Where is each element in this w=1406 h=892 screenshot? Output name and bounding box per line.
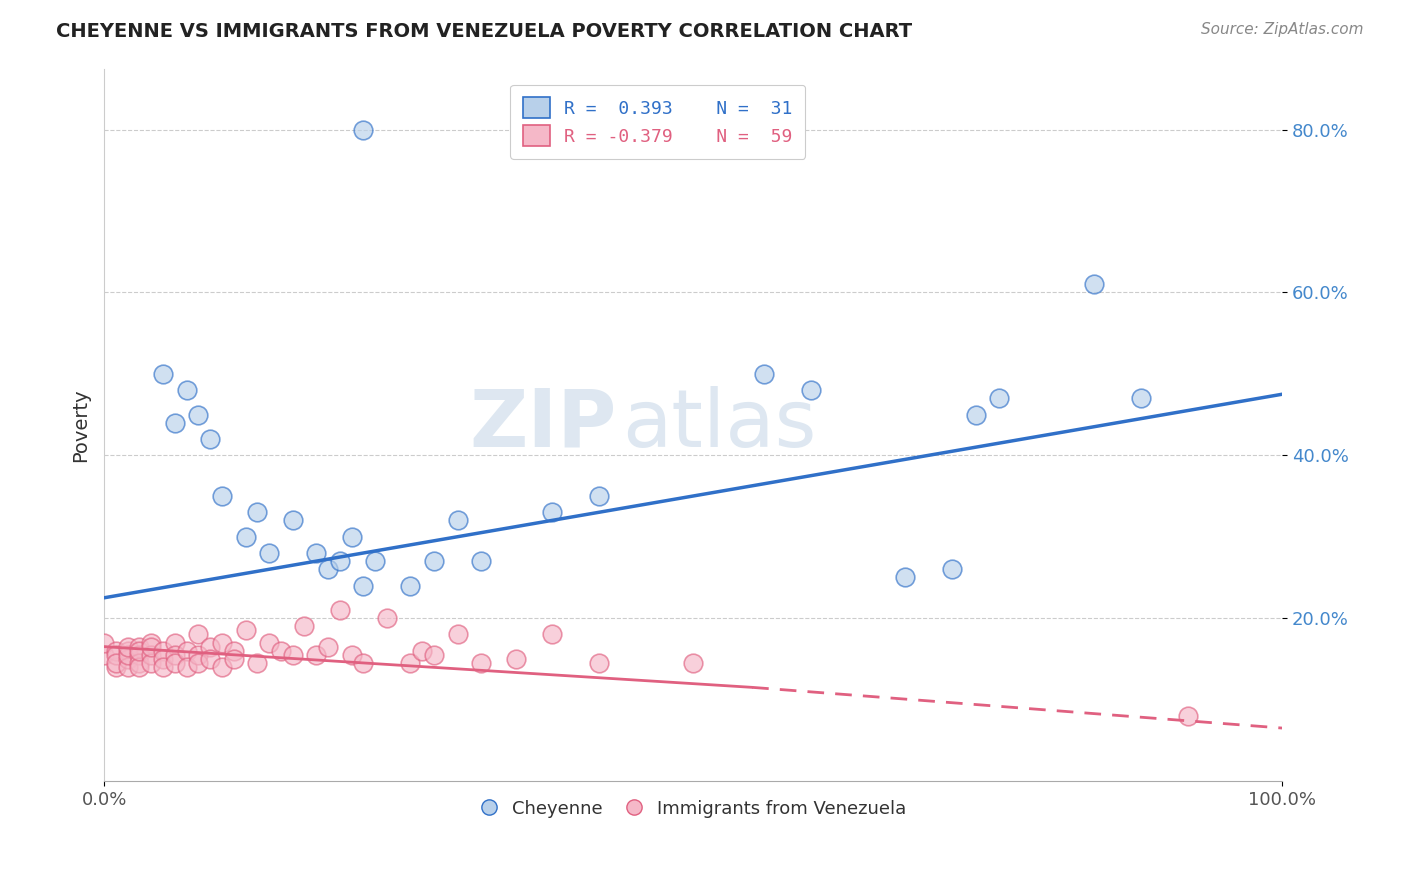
Y-axis label: Poverty: Poverty bbox=[72, 388, 90, 461]
Point bbox=[281, 648, 304, 662]
Text: Source: ZipAtlas.com: Source: ZipAtlas.com bbox=[1201, 22, 1364, 37]
Point bbox=[222, 652, 245, 666]
Point bbox=[128, 656, 150, 670]
Point bbox=[211, 489, 233, 503]
Point bbox=[104, 643, 127, 657]
Point bbox=[141, 640, 163, 654]
Point bbox=[128, 648, 150, 662]
Point bbox=[163, 648, 186, 662]
Point bbox=[588, 489, 610, 503]
Point bbox=[163, 416, 186, 430]
Point bbox=[211, 660, 233, 674]
Point bbox=[352, 122, 374, 136]
Point bbox=[257, 635, 280, 649]
Point bbox=[141, 656, 163, 670]
Point bbox=[682, 656, 704, 670]
Point bbox=[1177, 709, 1199, 723]
Point bbox=[198, 432, 221, 446]
Point bbox=[104, 648, 127, 662]
Text: atlas: atlas bbox=[623, 385, 817, 464]
Point bbox=[246, 505, 269, 519]
Point bbox=[423, 554, 446, 568]
Point bbox=[163, 635, 186, 649]
Point bbox=[375, 611, 398, 625]
Point bbox=[117, 648, 139, 662]
Point bbox=[176, 383, 198, 397]
Point bbox=[93, 635, 115, 649]
Point bbox=[965, 408, 987, 422]
Point bbox=[104, 660, 127, 674]
Point bbox=[399, 656, 422, 670]
Point bbox=[364, 554, 387, 568]
Point bbox=[198, 652, 221, 666]
Point bbox=[117, 660, 139, 674]
Point bbox=[505, 652, 527, 666]
Point bbox=[329, 603, 352, 617]
Point bbox=[176, 660, 198, 674]
Point bbox=[235, 624, 257, 638]
Point bbox=[305, 546, 328, 560]
Point bbox=[152, 367, 174, 381]
Point bbox=[117, 652, 139, 666]
Point bbox=[941, 562, 963, 576]
Point bbox=[352, 578, 374, 592]
Point bbox=[176, 643, 198, 657]
Point bbox=[198, 640, 221, 654]
Point bbox=[235, 530, 257, 544]
Point bbox=[270, 643, 292, 657]
Point bbox=[399, 578, 422, 592]
Point bbox=[187, 627, 209, 641]
Point bbox=[211, 635, 233, 649]
Point bbox=[1129, 392, 1152, 406]
Point bbox=[316, 640, 339, 654]
Point bbox=[128, 660, 150, 674]
Point bbox=[163, 656, 186, 670]
Legend: Cheyenne, Immigrants from Venezuela: Cheyenne, Immigrants from Venezuela bbox=[472, 793, 914, 825]
Text: CHEYENNE VS IMMIGRANTS FROM VENEZUELA POVERTY CORRELATION CHART: CHEYENNE VS IMMIGRANTS FROM VENEZUELA PO… bbox=[56, 22, 912, 41]
Point bbox=[104, 656, 127, 670]
Point bbox=[588, 656, 610, 670]
Point bbox=[1083, 277, 1105, 292]
Point bbox=[540, 627, 562, 641]
Point bbox=[246, 656, 269, 670]
Point bbox=[423, 648, 446, 662]
Point bbox=[117, 640, 139, 654]
Point bbox=[93, 648, 115, 662]
Point bbox=[187, 656, 209, 670]
Point bbox=[340, 648, 363, 662]
Point bbox=[117, 643, 139, 657]
Point bbox=[352, 656, 374, 670]
Point bbox=[329, 554, 352, 568]
Point bbox=[316, 562, 339, 576]
Point bbox=[446, 627, 468, 641]
Point bbox=[187, 648, 209, 662]
Point bbox=[294, 619, 316, 633]
Point bbox=[540, 505, 562, 519]
Point bbox=[894, 570, 917, 584]
Point bbox=[988, 392, 1011, 406]
Point bbox=[141, 648, 163, 662]
Point bbox=[752, 367, 775, 381]
Point bbox=[281, 513, 304, 527]
Point bbox=[446, 513, 468, 527]
Point bbox=[340, 530, 363, 544]
Point bbox=[222, 643, 245, 657]
Point bbox=[187, 408, 209, 422]
Point bbox=[128, 643, 150, 657]
Point bbox=[141, 635, 163, 649]
Text: ZIP: ZIP bbox=[470, 385, 617, 464]
Point bbox=[152, 652, 174, 666]
Point bbox=[128, 640, 150, 654]
Point bbox=[470, 656, 492, 670]
Point bbox=[257, 546, 280, 560]
Point bbox=[411, 643, 433, 657]
Point bbox=[152, 660, 174, 674]
Point bbox=[305, 648, 328, 662]
Point bbox=[470, 554, 492, 568]
Point bbox=[800, 383, 823, 397]
Point bbox=[152, 643, 174, 657]
